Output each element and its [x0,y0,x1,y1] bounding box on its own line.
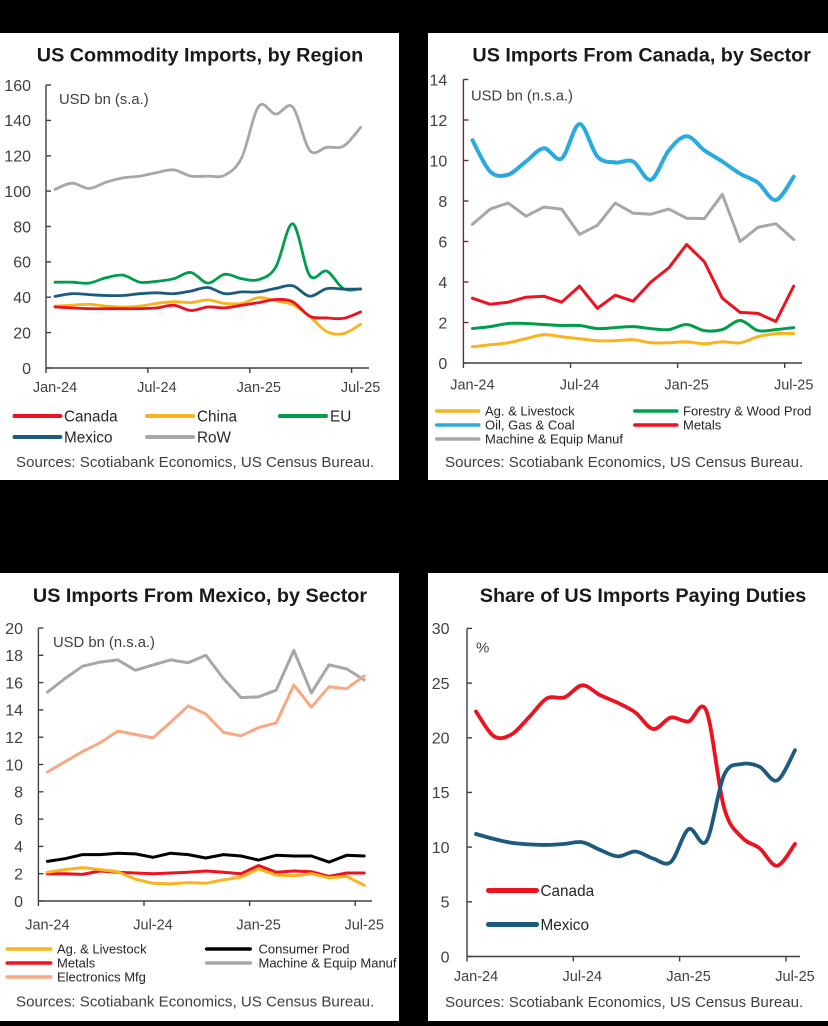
svg-text:Jul-24: Jul-24 [560,378,600,394]
svg-text:120: 120 [4,149,31,166]
svg-text:Machine & Equip Manuf: Machine & Equip Manuf [485,432,623,447]
svg-text:Jan-25: Jan-25 [236,918,280,934]
svg-text:USD bn (n.s.a.): USD bn (n.s.a.) [471,89,573,105]
svg-text:2: 2 [14,867,23,884]
svg-text:20: 20 [432,731,450,748]
svg-text:Jan-24: Jan-24 [33,380,77,396]
svg-text:10: 10 [432,840,450,857]
svg-text:Mexico: Mexico [64,430,112,447]
svg-text:15: 15 [432,785,450,802]
svg-text:China: China [197,409,237,426]
svg-text:Jan-24: Jan-24 [454,969,498,985]
svg-text:Sources: Scotiabank Economics,: Sources: Scotiabank Economics, US Census… [445,994,803,1011]
svg-text:EU: EU [330,409,351,426]
svg-text:5: 5 [441,895,450,912]
svg-text:40: 40 [13,290,31,307]
svg-text:10: 10 [430,153,448,170]
svg-text:160: 160 [4,78,31,95]
svg-text:USD bn (n.s.a.): USD bn (n.s.a.) [53,635,155,651]
svg-text:US Imports From Canada, by Sec: US Imports From Canada, by Sector [472,45,811,67]
svg-text:Canada: Canada [541,883,595,900]
svg-text:2: 2 [438,315,447,332]
svg-text:100: 100 [4,184,31,201]
svg-text:6: 6 [14,812,23,829]
svg-text:Jul-25: Jul-25 [774,378,814,394]
svg-text:60: 60 [13,255,31,272]
svg-text:0: 0 [22,361,31,378]
svg-text:0: 0 [438,356,447,373]
svg-text:Canada: Canada [64,409,118,426]
svg-text:14: 14 [430,72,448,89]
svg-text:140: 140 [4,113,31,130]
svg-text:12: 12 [430,113,448,130]
svg-text:Jul-25: Jul-25 [775,969,815,985]
svg-text:20: 20 [5,621,23,638]
svg-text:6: 6 [438,234,447,251]
svg-text:Sources: Scotiabank Economics,: Sources: Scotiabank Economics, US Census… [445,454,803,471]
svg-text:Consumer Prod: Consumer Prod [259,942,350,957]
svg-text:US Commodity Imports, by Regio: US Commodity Imports, by Region [37,45,363,67]
svg-text:Jul-24: Jul-24 [133,918,173,934]
svg-text:16: 16 [5,675,23,692]
svg-text:Metals: Metals [683,418,722,433]
svg-text:18: 18 [5,648,23,665]
svg-text:Machine & Equip Manuf: Machine & Equip Manuf [259,956,397,971]
svg-text:Ag. & Livestock: Ag. & Livestock [57,942,147,957]
svg-text:Jul-25: Jul-25 [344,918,384,934]
svg-text:RoW: RoW [197,430,232,447]
svg-text:Share of US Imports Paying Dut: Share of US Imports Paying Duties [480,585,806,607]
svg-text:Jan-25: Jan-25 [664,378,708,394]
svg-text:Jan-25: Jan-25 [666,969,710,985]
svg-text:30: 30 [432,621,450,638]
svg-text:%: % [476,640,489,657]
svg-text:Jan-25: Jan-25 [237,380,281,396]
svg-text:Sources: Scotiabank Economics,: Sources: Scotiabank Economics, US Census… [16,994,374,1011]
svg-text:8: 8 [438,194,447,211]
svg-text:Oil, Gas & Coal: Oil, Gas & Coal [485,418,575,433]
svg-text:US Imports From Mexico, by Sec: US Imports From Mexico, by Sector [33,585,367,607]
svg-text:Metals: Metals [57,956,96,971]
svg-text:25: 25 [432,676,450,693]
svg-text:80: 80 [13,219,31,236]
svg-text:4: 4 [438,275,447,292]
svg-text:14: 14 [5,703,23,720]
svg-text:Jul-24: Jul-24 [137,380,177,396]
svg-text:Mexico: Mexico [541,917,589,934]
svg-text:Jan-24: Jan-24 [450,378,494,394]
svg-text:10: 10 [5,757,23,774]
svg-text:8: 8 [14,785,23,802]
svg-text:Sources: Scotiabank Economics,: Sources: Scotiabank Economics, US Census… [16,454,374,471]
svg-text:USD bn (s.a.): USD bn (s.a.) [59,92,149,108]
svg-text:Jul-24: Jul-24 [563,969,603,985]
svg-text:20: 20 [13,325,31,342]
svg-text:Jul-25: Jul-25 [341,380,381,396]
svg-text:0: 0 [14,894,23,911]
svg-text:Forestry & Wood Prod: Forestry & Wood Prod [683,404,811,419]
svg-text:0: 0 [441,949,450,966]
svg-text:Electronics Mfg: Electronics Mfg [57,970,146,985]
svg-text:12: 12 [5,730,23,747]
svg-text:4: 4 [14,839,23,856]
svg-text:Ag. & Livestock: Ag. & Livestock [485,404,575,419]
svg-text:Jan-24: Jan-24 [25,918,69,934]
